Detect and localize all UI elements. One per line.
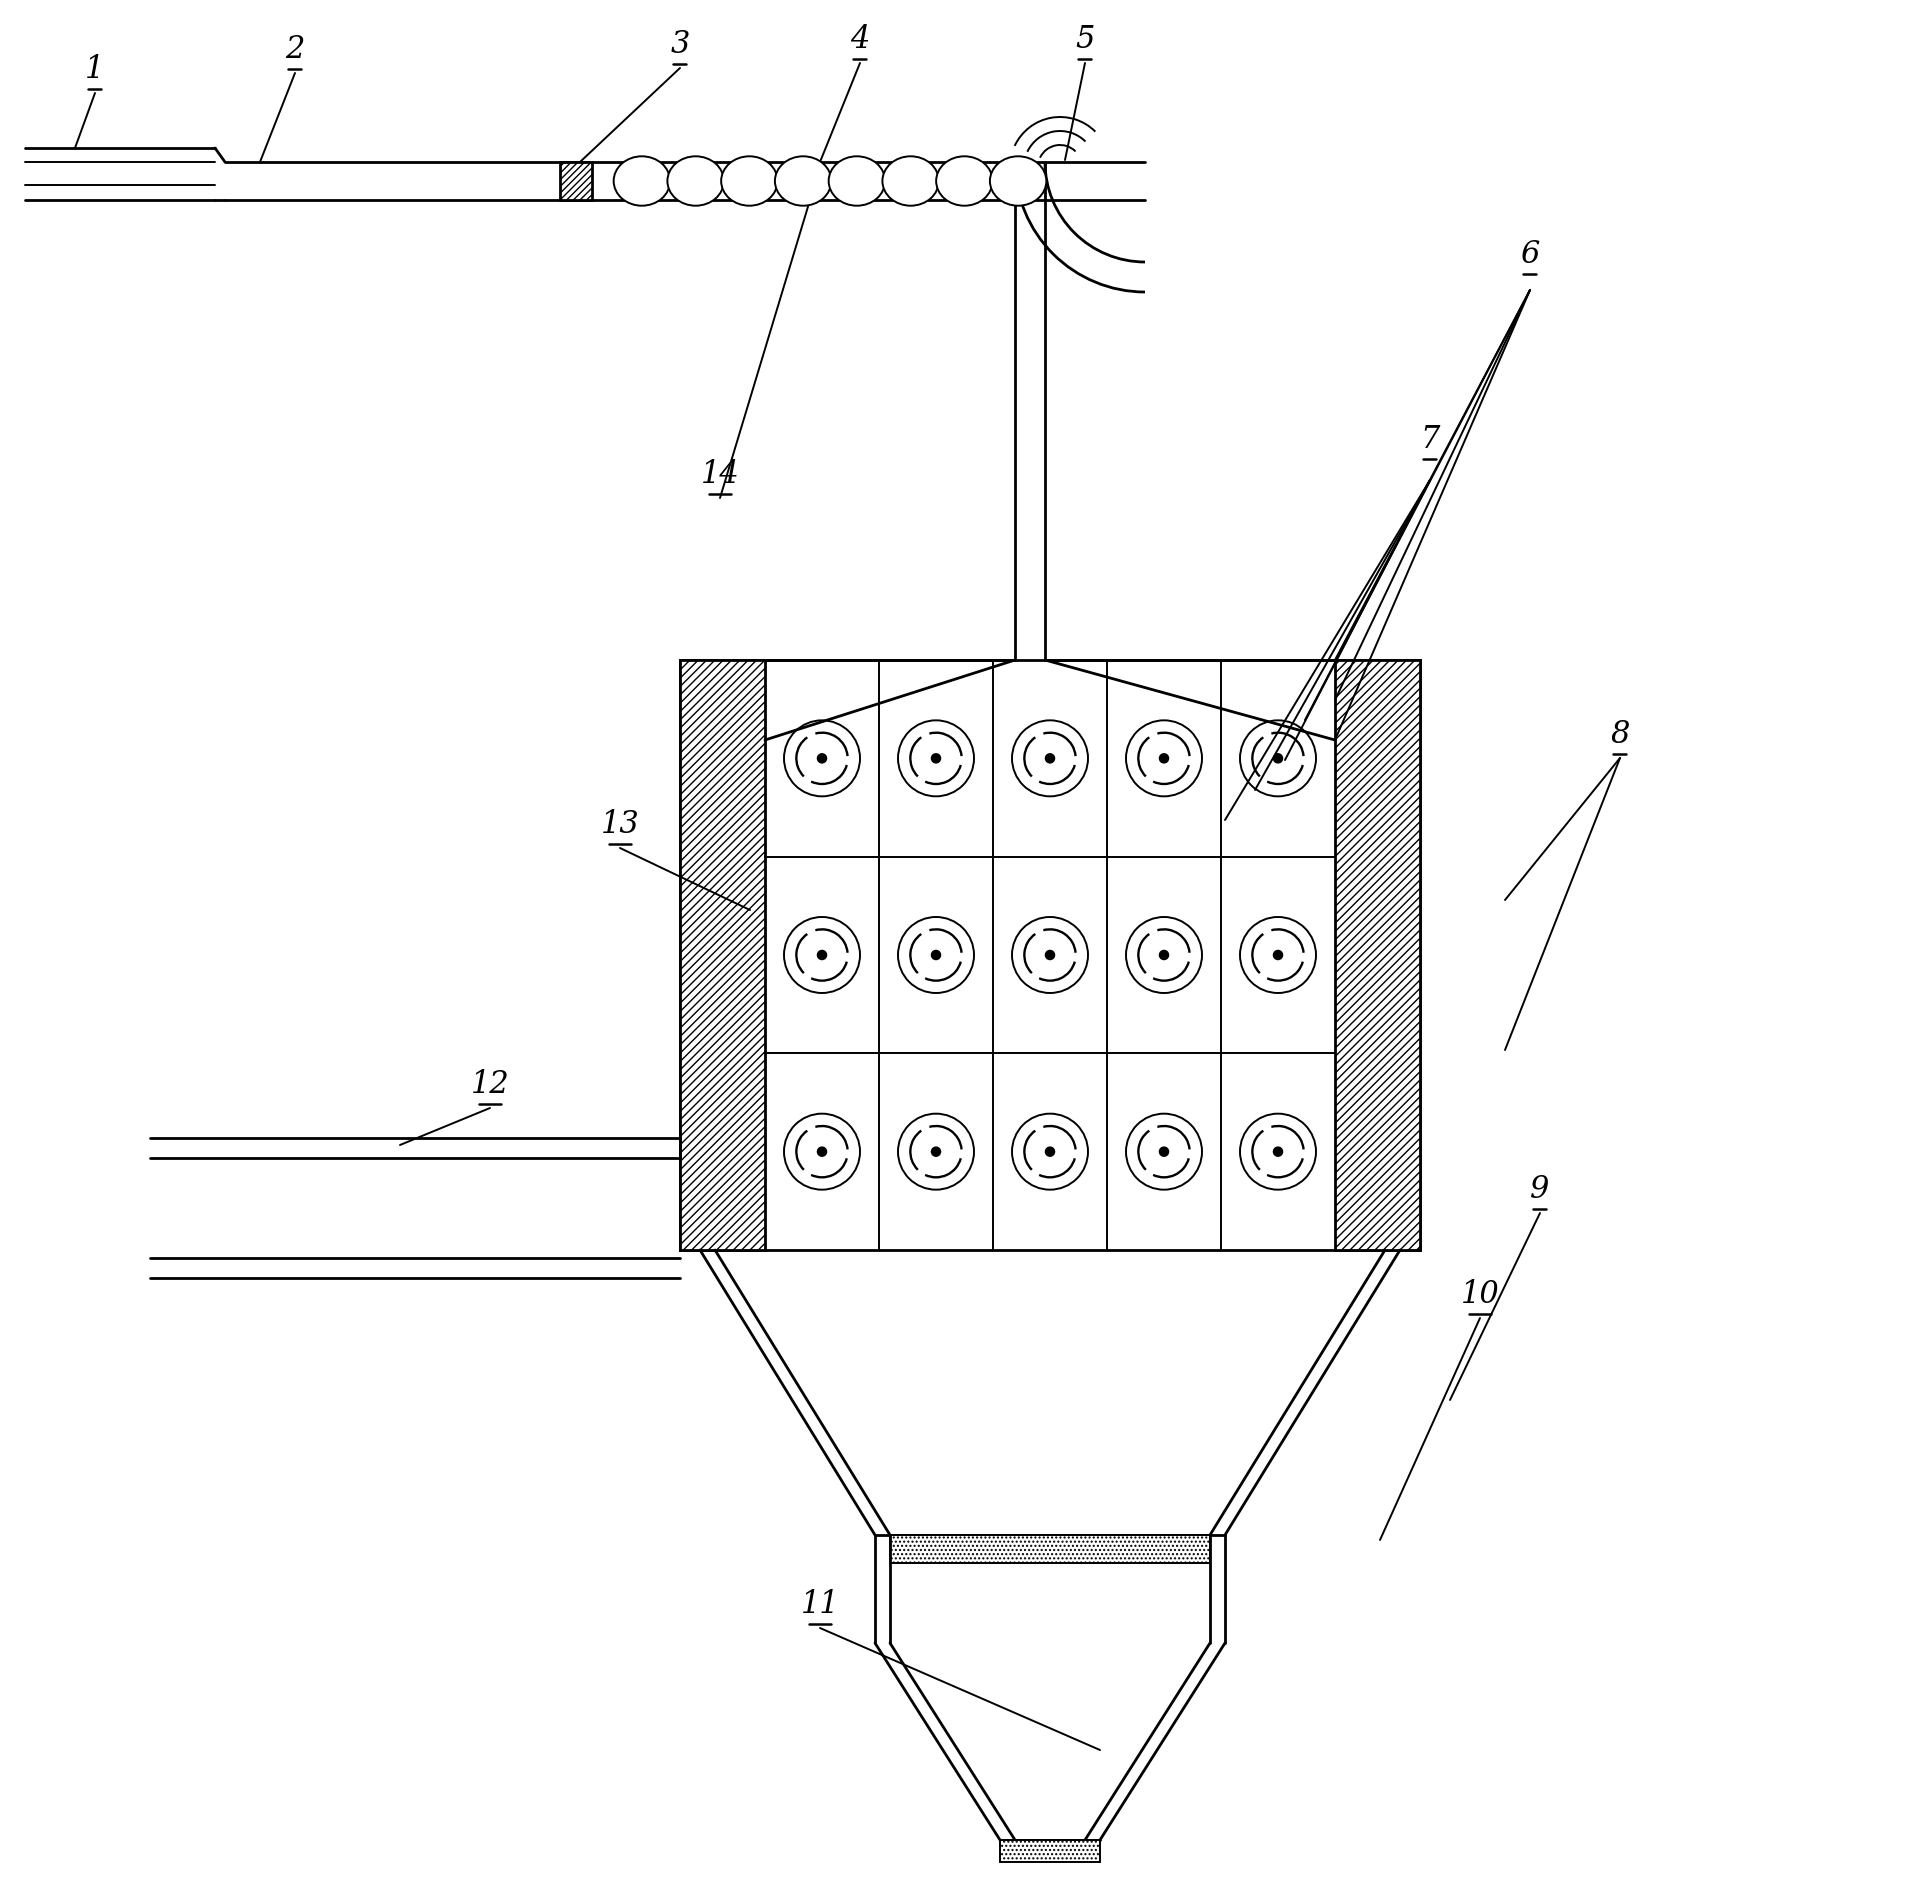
Bar (680, 659, 1420, 1249)
Circle shape (931, 1147, 941, 1157)
Text: 5: 5 (1075, 24, 1094, 55)
Text: 7: 7 (1420, 424, 1439, 456)
Circle shape (1274, 754, 1282, 763)
Ellipse shape (774, 156, 832, 205)
Circle shape (818, 754, 826, 763)
Text: 9: 9 (1531, 1174, 1550, 1206)
Bar (680, 659, 764, 1249)
Bar (559, 162, 592, 200)
Text: 12: 12 (471, 1068, 510, 1100)
Ellipse shape (720, 156, 778, 205)
Text: 10: 10 (1460, 1279, 1500, 1309)
Circle shape (1046, 950, 1054, 959)
Ellipse shape (883, 156, 939, 205)
Bar (891, 1535, 1211, 1564)
Text: 13: 13 (600, 808, 640, 840)
Circle shape (1159, 1147, 1169, 1157)
Ellipse shape (613, 156, 671, 205)
Circle shape (818, 950, 826, 959)
Ellipse shape (828, 156, 885, 205)
Text: 8: 8 (1609, 720, 1631, 750)
Ellipse shape (667, 156, 724, 205)
Bar (1335, 659, 1420, 1249)
Bar (1000, 1841, 1100, 1861)
Circle shape (1046, 1147, 1054, 1157)
Circle shape (931, 754, 941, 763)
Circle shape (931, 950, 941, 959)
Text: 4: 4 (851, 24, 870, 55)
Text: 3: 3 (671, 28, 690, 60)
Circle shape (1159, 950, 1169, 959)
Ellipse shape (991, 156, 1046, 205)
Circle shape (1159, 754, 1169, 763)
Text: 6: 6 (1519, 239, 1540, 269)
Circle shape (818, 1147, 826, 1157)
Circle shape (1274, 1147, 1282, 1157)
Ellipse shape (937, 156, 992, 205)
Circle shape (1046, 754, 1054, 763)
Text: 14: 14 (701, 460, 740, 490)
Circle shape (1274, 950, 1282, 959)
Text: 2: 2 (285, 34, 305, 66)
Text: 1: 1 (86, 55, 105, 85)
Text: 11: 11 (801, 1588, 839, 1620)
